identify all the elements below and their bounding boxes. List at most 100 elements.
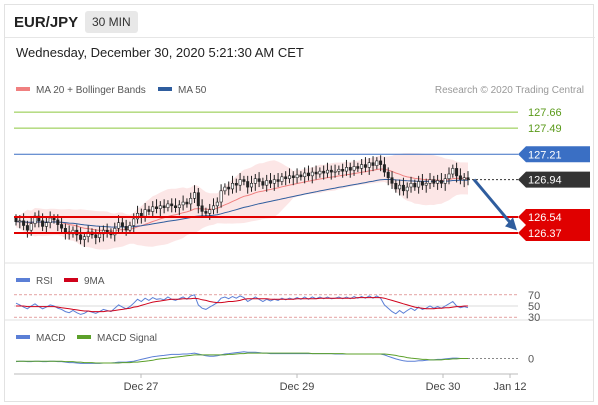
- candle-body: [94, 234, 98, 238]
- candle-body: [139, 213, 143, 217]
- candle-body: [382, 164, 386, 173]
- candle-body: [375, 160, 379, 166]
- macd-legend: MACD MACD Signal: [16, 333, 157, 344]
- candle-body: [363, 164, 367, 168]
- candle-body: [462, 177, 466, 180]
- x-axis: Dec 27 Dec 29 Dec 30 Jan 12: [14, 373, 527, 393]
- forecast-arrow-head: [505, 217, 517, 231]
- candle-body: [25, 225, 29, 231]
- main-legend: MA 20 + Bollinger Bands MA 50 Research ©…: [16, 85, 584, 96]
- candle-body: [257, 178, 261, 182]
- macd-tick-label: 0: [528, 354, 534, 366]
- candle-body: [181, 201, 185, 206]
- candle-body: [170, 203, 174, 207]
- candle-body: [443, 178, 447, 184]
- x-tick-label: Dec 27: [124, 381, 159, 393]
- candle-body: [420, 181, 424, 186]
- candle-body: [333, 170, 337, 173]
- copyright-text: Research © 2020 Trading Central: [435, 85, 584, 96]
- legend-swatch-9ma: [64, 278, 78, 282]
- legend-swatch-macd-signal: [77, 335, 91, 339]
- candle-body: [166, 203, 170, 208]
- candle-body: [306, 172, 310, 177]
- candle-body: [379, 160, 383, 165]
- candle-body: [318, 170, 322, 175]
- candle-body: [409, 183, 413, 188]
- timeframe-button[interactable]: 30 MIN: [85, 11, 138, 33]
- price-levels: 127.66 127.49 127.21 126.54 126.37 126.94: [14, 107, 590, 241]
- timestamp: Wednesday, December 30, 2020 5:21:30 AM …: [16, 45, 304, 60]
- candle-body: [105, 229, 109, 233]
- candle-body: [14, 217, 18, 223]
- candle-body: [394, 183, 398, 190]
- rsi-9ma-line: [16, 297, 468, 313]
- candle-body: [185, 201, 189, 205]
- candle-body: [231, 183, 235, 190]
- candle-body: [82, 236, 86, 240]
- candle-body: [227, 186, 231, 190]
- candle-body: [261, 181, 265, 186]
- candle-body: [325, 169, 329, 174]
- macd-plot: 0: [15, 351, 534, 366]
- candle-body: [117, 222, 121, 229]
- candle-body: [303, 172, 307, 178]
- candle-body: [413, 183, 417, 188]
- legend-label-ma50: MA 50: [178, 85, 207, 96]
- forecast-arrow-shaft: [472, 178, 512, 224]
- rsi-tick-label: 30: [528, 312, 540, 324]
- bollinger-band: [16, 153, 468, 250]
- candle-body: [371, 162, 375, 166]
- candle-body: [177, 204, 181, 208]
- candle-body: [284, 176, 288, 180]
- level-label: 126.37: [528, 228, 562, 240]
- candle-body: [124, 226, 128, 231]
- candle-body: [158, 205, 162, 209]
- candle-body: [174, 205, 178, 209]
- candle-body: [276, 179, 280, 182]
- candle-body: [189, 198, 193, 205]
- candle-body: [291, 175, 295, 179]
- candle-body: [401, 184, 405, 192]
- x-tick-label: Dec 30: [426, 381, 461, 393]
- level-tag: [518, 224, 590, 241]
- candle-body: [367, 162, 371, 168]
- legend-label-macd: MACD: [36, 333, 65, 344]
- candle-body: [295, 174, 299, 178]
- level-tag: [518, 146, 590, 163]
- candle-body: [162, 205, 166, 209]
- candle-body: [265, 180, 269, 186]
- candle-body: [424, 183, 428, 186]
- candle-body: [272, 179, 276, 184]
- candle-body: [428, 179, 432, 184]
- candle-body: [98, 233, 102, 238]
- candle-body: [398, 184, 402, 190]
- candle-body: [280, 176, 284, 182]
- chart-header: EUR/JPY 30 MIN: [5, 5, 595, 38]
- symbol-label: EUR/JPY: [14, 14, 79, 31]
- price-plot: [14, 153, 470, 250]
- candle-body: [268, 180, 272, 184]
- macd-signal-line: [16, 352, 468, 364]
- candle-body: [208, 209, 212, 214]
- candle-body: [143, 209, 147, 217]
- candle-body: [44, 222, 48, 227]
- candle-body: [436, 180, 440, 184]
- candle-body: [390, 177, 394, 184]
- x-tick-label: Dec 29: [280, 381, 315, 393]
- candle-body: [128, 225, 132, 231]
- candle-body: [196, 192, 200, 207]
- candle-body: [451, 168, 455, 175]
- candle-body: [287, 175, 291, 179]
- rsi-tick-label: 50: [528, 301, 540, 313]
- candle-body: [238, 179, 242, 186]
- candle-body: [155, 206, 159, 210]
- candle-body: [147, 209, 151, 212]
- candle-body: [120, 222, 124, 227]
- candle-body: [246, 181, 250, 188]
- legend-label-macd-signal: MACD Signal: [97, 333, 157, 344]
- candle-body: [79, 234, 83, 240]
- candle-body: [458, 175, 462, 180]
- level-label: 127.66: [528, 107, 562, 119]
- candle-body: [329, 169, 333, 173]
- candle-body: [234, 183, 238, 186]
